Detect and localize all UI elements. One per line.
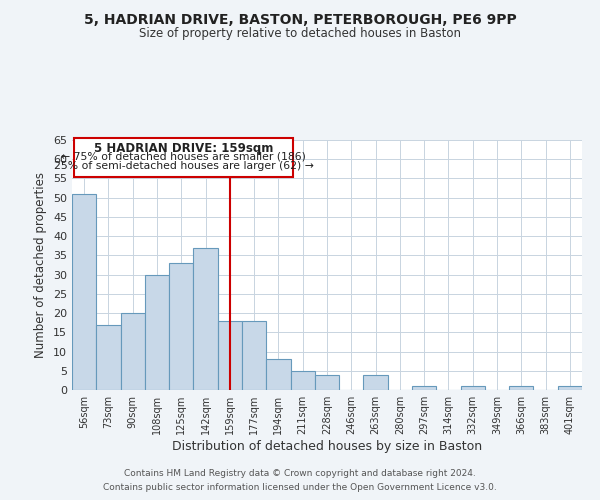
X-axis label: Distribution of detached houses by size in Baston: Distribution of detached houses by size … xyxy=(172,440,482,453)
Bar xyxy=(461,386,485,390)
Text: Size of property relative to detached houses in Baston: Size of property relative to detached ho… xyxy=(139,28,461,40)
Bar xyxy=(121,313,145,390)
Bar xyxy=(364,374,388,390)
Bar xyxy=(169,263,193,390)
Bar xyxy=(145,274,169,390)
Bar xyxy=(218,321,242,390)
Text: 5 HADRIAN DRIVE: 159sqm: 5 HADRIAN DRIVE: 159sqm xyxy=(94,142,274,155)
Bar xyxy=(558,386,582,390)
Bar xyxy=(290,371,315,390)
Text: 25% of semi-detached houses are larger (62) →: 25% of semi-detached houses are larger (… xyxy=(54,161,314,171)
Bar xyxy=(242,321,266,390)
Bar xyxy=(509,386,533,390)
Bar xyxy=(266,359,290,390)
Bar xyxy=(193,248,218,390)
Bar xyxy=(412,386,436,390)
Bar xyxy=(72,194,96,390)
Bar xyxy=(315,374,339,390)
Y-axis label: Number of detached properties: Number of detached properties xyxy=(34,172,47,358)
Text: ← 75% of detached houses are smaller (186): ← 75% of detached houses are smaller (18… xyxy=(61,152,306,162)
FancyBboxPatch shape xyxy=(74,138,293,176)
Text: Contains HM Land Registry data © Crown copyright and database right 2024.: Contains HM Land Registry data © Crown c… xyxy=(124,468,476,477)
Text: 5, HADRIAN DRIVE, BASTON, PETERBOROUGH, PE6 9PP: 5, HADRIAN DRIVE, BASTON, PETERBOROUGH, … xyxy=(83,12,517,26)
Text: Contains public sector information licensed under the Open Government Licence v3: Contains public sector information licen… xyxy=(103,484,497,492)
Bar xyxy=(96,324,121,390)
